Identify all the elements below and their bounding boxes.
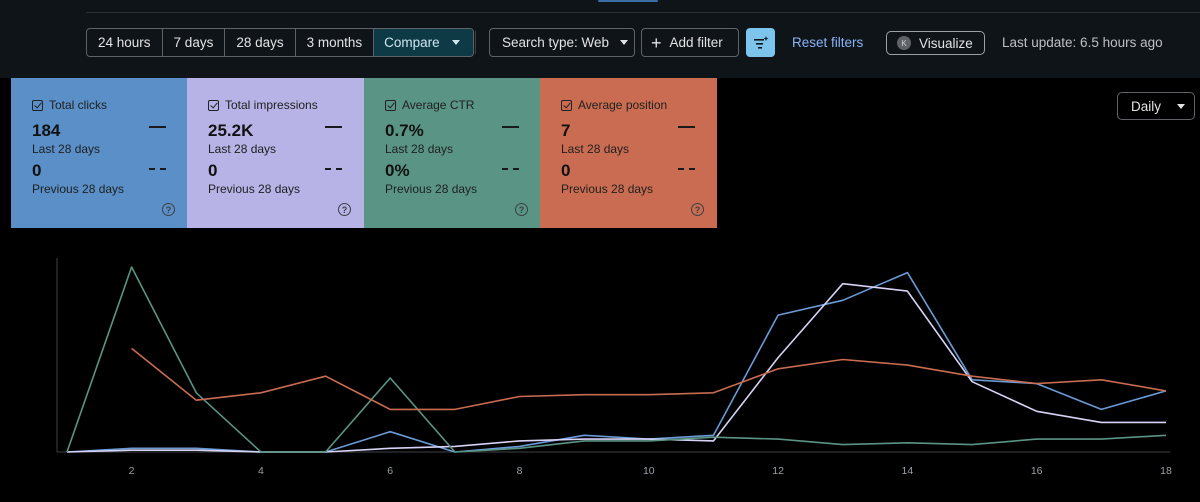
metric-value: 25.2K <box>208 121 254 140</box>
series-line-total-impressions <box>66 282 1166 453</box>
range-28-days-button[interactable]: 28 days <box>225 29 296 56</box>
metric-previous-period: Previous 28 days <box>32 182 125 196</box>
search-type-label: Search type: Web <box>502 35 610 50</box>
chevron-down-icon <box>451 40 460 45</box>
x-tick-label: 4 <box>258 465 264 477</box>
chevron-down-icon <box>1177 103 1186 109</box>
x-tick-label: 10 <box>643 465 655 477</box>
dashed-line-legend-icon <box>502 168 519 170</box>
x-tick-label: 18 <box>1160 465 1172 477</box>
compare-label: Compare <box>384 35 440 50</box>
solid-line-legend-icon <box>325 126 342 128</box>
metric-label: Total clicks <box>49 98 108 112</box>
date-range-group: 24 hours 7 days 28 days 3 months Compare <box>86 28 474 57</box>
metric-previous-value: 0 <box>32 161 42 180</box>
add-filter-label: Add filter <box>669 35 723 50</box>
metric-card-average-ctr[interactable]: Average CTR 0.7% Last 28 days 0% Previou… <box>364 78 541 228</box>
metric-previous-value: 0 <box>561 161 571 180</box>
metric-current-period: Last 28 days <box>385 142 454 156</box>
metric-previous-period: Previous 28 days <box>385 182 478 196</box>
series-layer <box>66 266 1167 453</box>
compare-button[interactable]: Compare <box>374 29 473 56</box>
x-tick-label: 12 <box>772 465 784 477</box>
metric-current-period: Last 28 days <box>561 142 630 156</box>
add-filter-button[interactable]: + Add filter <box>641 28 739 57</box>
solid-line-legend-icon <box>149 126 166 128</box>
range-3-months-button[interactable]: 3 months <box>296 29 375 56</box>
x-tick-label: 14 <box>902 465 914 477</box>
tick-layer: 2 4 6 8 10 12 14 16 18 <box>129 465 1172 477</box>
dashed-line-legend-icon <box>325 168 342 170</box>
checkbox-checked-icon[interactable] <box>208 99 219 111</box>
metric-previous-period: Previous 28 days <box>208 182 301 196</box>
metric-value: 7 <box>561 121 571 140</box>
metric-previous-value: 0% <box>385 161 410 180</box>
x-tick-label: 16 <box>1031 465 1043 477</box>
avatar: K <box>897 36 911 50</box>
metric-previous-period: Previous 28 days <box>561 182 654 196</box>
chevron-down-icon <box>620 40 629 45</box>
active-tab-indicator <box>598 0 658 2</box>
checkbox-checked-icon[interactable] <box>32 99 43 111</box>
reset-filters-link[interactable]: Reset filters <box>792 35 864 50</box>
performance-line-chart: 2 4 6 8 10 12 14 16 18 <box>56 258 1172 477</box>
x-tick-label: 2 <box>129 465 135 477</box>
granularity-dropdown[interactable]: Daily <box>1117 92 1195 120</box>
series-line-average-position <box>131 347 1167 411</box>
visualize-label: Visualize <box>919 35 973 51</box>
metric-current-period: Last 28 days <box>32 142 101 156</box>
metric-label: Total impressions <box>225 98 318 112</box>
search-type-dropdown[interactable]: Search type: Web <box>489 28 635 57</box>
toolbar-divider <box>475 31 476 54</box>
dashed-line-legend-icon <box>149 168 166 170</box>
range-24-hours-button[interactable]: 24 hours <box>87 29 163 56</box>
range-7-days-button[interactable]: 7 days <box>163 29 226 56</box>
help-icon[interactable]: ? <box>162 203 175 216</box>
checkbox-checked-icon[interactable] <box>385 99 396 111</box>
checkbox-checked-icon[interactable] <box>561 99 572 111</box>
solid-line-legend-icon <box>502 126 519 128</box>
dashed-line-legend-icon <box>678 168 695 170</box>
granularity-label: Daily <box>1131 98 1162 114</box>
solid-line-legend-icon <box>678 126 695 128</box>
metric-card-total-clicks[interactable]: Total clicks 184 Last 28 days 0 Previous… <box>11 78 188 228</box>
help-icon[interactable]: ? <box>691 203 704 216</box>
toolbar: 24 hours 7 days 28 days 3 months Compare… <box>0 0 1200 78</box>
metric-card-total-impressions[interactable]: Total impressions 25.2K Last 28 days 0 P… <box>187 78 364 228</box>
metric-label: Average CTR <box>402 98 475 112</box>
metric-label: Average position <box>578 98 668 112</box>
visualize-button[interactable]: K Visualize <box>886 31 985 55</box>
help-icon[interactable]: ? <box>515 203 528 216</box>
top-divider <box>86 12 1200 13</box>
help-icon[interactable]: ? <box>338 203 351 216</box>
metric-value: 184 <box>32 121 61 140</box>
filter-settings-button[interactable] <box>746 28 775 57</box>
last-update-text: Last update: 6.5 hours ago <box>1002 35 1163 50</box>
x-tick-label: 6 <box>387 465 393 477</box>
plus-icon: + <box>651 32 662 53</box>
metric-value: 0.7% <box>385 121 424 140</box>
x-tick-label: 8 <box>517 465 523 477</box>
filter-sparkle-icon <box>753 35 768 49</box>
metric-card-average-position[interactable]: Average position 7 Last 28 days 0 Previo… <box>540 78 717 228</box>
metric-previous-value: 0 <box>208 161 218 180</box>
metric-current-period: Last 28 days <box>208 142 277 156</box>
series-line-average-ctr <box>66 266 1167 453</box>
